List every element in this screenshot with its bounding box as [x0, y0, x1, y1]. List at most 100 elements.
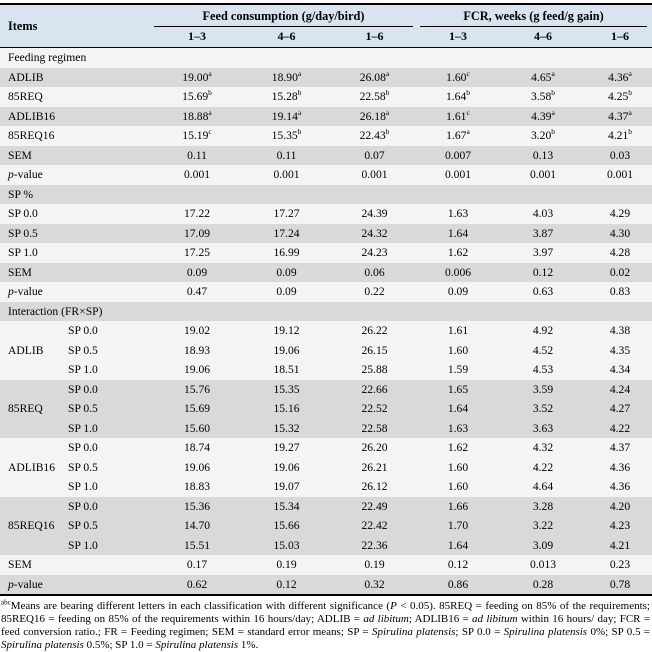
row-label: 85REQ SP 0.5	[0, 399, 152, 419]
value-cell: 4.92	[532, 324, 554, 338]
table-row: SEM 0.17 0.19 0.19 0.12 0.013 0.23	[0, 555, 652, 575]
value-cell: 24.23	[361, 246, 388, 260]
value-cell: 1.60	[447, 343, 469, 357]
row-label: p-value	[8, 168, 43, 182]
results-table: Items Feed consumption (g/day/bird) FCR,…	[0, 3, 652, 596]
value-cell: 3.52	[532, 402, 554, 416]
row-label: 85REQ16	[8, 129, 55, 143]
group-label: ADLIB16	[8, 460, 56, 474]
value-cell: 0.09	[186, 265, 208, 279]
col-header-fcr-4-6: 4–6	[498, 27, 588, 48]
value-cell: 4.03	[532, 207, 554, 221]
value-cell: 3.09	[532, 538, 554, 552]
value-cell: 0.12	[532, 265, 554, 279]
value-cell: 0.62	[186, 577, 208, 591]
col-header-fcr-1-3: 1–3	[418, 27, 498, 48]
value-cell: 3.28	[532, 499, 554, 513]
value-cell: 16.99	[273, 246, 300, 260]
table-row: ADLIB16 18.88a 19.14a 26.18a 1.61c 4.39a 4.37a	[0, 106, 652, 126]
value-cell: 22.52	[361, 402, 388, 416]
section-label: SP %	[8, 187, 34, 201]
row-label: SP 0.0	[0, 380, 152, 400]
value-cell: 0.11	[276, 148, 297, 162]
value-cell: 0.09	[276, 285, 297, 299]
value-cell: 4.65a	[531, 68, 555, 84]
value-cell: 25.88	[361, 363, 388, 377]
value-cell: 0.17	[186, 558, 208, 572]
table-row: SEM 0.09 0.09 0.06 0.006 0.12 0.02	[0, 262, 652, 282]
row-label: SEM	[8, 558, 32, 572]
value-cell: 0.013	[529, 558, 557, 572]
value-cell: 0.86	[447, 577, 469, 591]
value-cell: 0.006	[444, 265, 472, 279]
value-cell: 15.60	[183, 421, 211, 435]
value-cell: 19.14a	[271, 107, 302, 123]
value-cell: 22.49	[361, 499, 388, 513]
value-cell: 4.52	[532, 343, 554, 357]
value-cell: 18.83	[183, 480, 211, 494]
value-cell: 0.19	[364, 558, 385, 572]
value-cell: 15.69	[183, 402, 211, 416]
row-label: SP 0.0	[0, 321, 152, 341]
value-cell: 0.001	[444, 168, 472, 182]
value-cell: 0.83	[609, 285, 631, 299]
table-row: SP 1.0 18.83 19.07 26.12 1.60 4.64 4.36	[0, 477, 652, 497]
sub-label: SP 0.0	[68, 382, 98, 396]
value-cell: 0.09	[276, 265, 297, 279]
feed-consumption-group-header: Feed consumption (g/day/bird)	[152, 4, 418, 27]
value-cell: 0.001	[183, 168, 211, 182]
row-label: ADLIB16 SP 0.5	[0, 458, 152, 478]
row-label: SP 1.0	[0, 419, 152, 439]
value-cell: 0.02	[609, 265, 631, 279]
value-cell: 26.15	[361, 343, 388, 357]
value-cell: 15.76	[183, 382, 211, 396]
value-cell: 19.06	[183, 363, 211, 377]
value-cell: 17.22	[183, 207, 211, 221]
value-cell: 22.42	[361, 519, 388, 533]
value-cell: 24.32	[361, 226, 388, 240]
value-cell: 1.61	[447, 324, 469, 338]
table-body: Feeding regimen ADLIB 19.00a 18.90a 26.08a 1.…	[0, 47, 652, 595]
value-cell: 15.69b	[182, 88, 212, 104]
value-cell: 4.36	[609, 480, 631, 494]
table-row: SP 1.0 15.60 15.32 22.58 1.63 3.63 4.22	[0, 418, 652, 439]
col-header-fc-1-3: 1–3	[152, 27, 242, 48]
row-label: SP 1.0	[0, 536, 152, 556]
sub-label: SP 0.5	[68, 343, 98, 357]
value-cell: 4.21b	[607, 127, 633, 143]
value-cell: 1.63	[447, 207, 469, 221]
value-cell: 22.36	[361, 538, 388, 552]
col-header-fcr-1-6: 1–6	[588, 27, 652, 48]
value-cell: 15.66	[273, 519, 300, 533]
table-row: p-value 0.47 0.09 0.22 0.09 0.63 0.83	[0, 282, 652, 302]
value-cell: 22.58b	[359, 88, 390, 104]
value-cell: 26.18a	[359, 107, 390, 123]
table-row: SP 0.0 18.74 19.27 26.20 1.62 4.32 4.37	[0, 438, 652, 458]
value-cell: 3.59	[532, 382, 554, 396]
subheader-row: 1–3 4–6 1–6 1–3 4–6 1–6	[0, 27, 652, 48]
value-cell: 0.11	[187, 148, 207, 162]
footnote: abcMeans are bearing different letters i…	[1, 598, 651, 651]
value-cell: 1.64b	[445, 88, 471, 104]
table-row: 85REQ16 15.19c 15.35b 22.43b 1.67a 3.20b 4.21b	[0, 126, 652, 146]
value-cell: 0.06	[364, 265, 385, 279]
group-label: ADLIB	[8, 343, 44, 357]
value-cell: 15.51	[183, 538, 211, 552]
value-cell: 0.001	[273, 168, 300, 182]
row-label: ADLIB16	[8, 109, 56, 123]
table-row: 85REQ 15.69b 15.28b 22.58b 1.64b 3.58b 4.25b	[0, 87, 652, 107]
value-cell: 3.58b	[530, 88, 556, 104]
value-cell: 18.74	[183, 441, 211, 455]
value-cell: 17.09	[183, 226, 211, 240]
fcr-group-header: FCR, weeks (g feed/g gain)	[418, 4, 652, 27]
value-cell: 1.64	[447, 402, 469, 416]
row-label: p-value	[8, 285, 43, 299]
value-cell: 1.64	[447, 538, 469, 552]
value-cell: 3.20b	[530, 127, 556, 143]
col-header-fc-1-6: 1–6	[331, 27, 418, 48]
group-label: 85REQ16	[8, 519, 55, 533]
value-cell: 19.02	[183, 324, 211, 338]
value-cell: 15.34	[273, 499, 300, 513]
sub-label: SP 0.0	[68, 499, 98, 513]
value-cell: 4.23	[609, 519, 631, 533]
